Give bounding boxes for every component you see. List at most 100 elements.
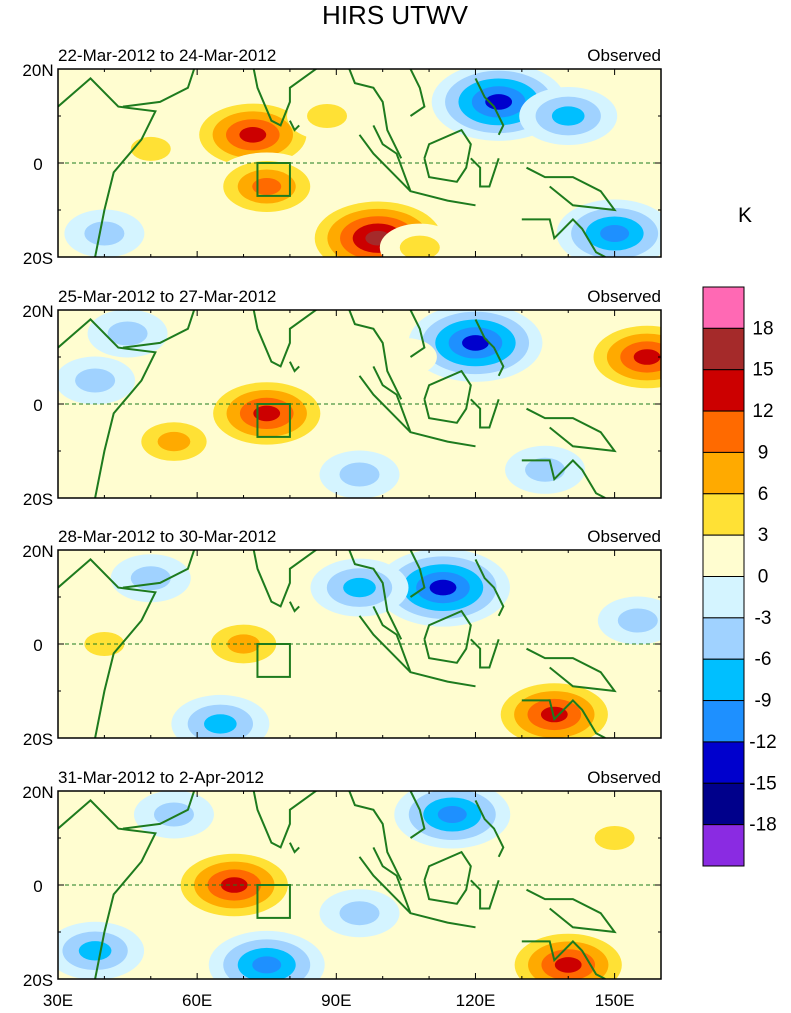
anomaly-center	[58, 921, 145, 979]
panel-date-range: 31-Mar-2012 to 2-Apr-2012	[58, 768, 264, 787]
anomaly-center	[110, 554, 191, 603]
contour-band	[437, 806, 467, 823]
anomaly-center	[208, 930, 325, 979]
anomaly-center	[287, 92, 368, 140]
colorbar-bin	[702, 700, 745, 743]
colorbar: 18 15 12 9 6 3 0 -3 -6 -9 -12 -15 -18	[702, 286, 777, 867]
anomaly-center	[64, 209, 145, 257]
contour-band	[252, 178, 282, 195]
anomaly-center	[310, 558, 409, 617]
anomaly-center	[379, 223, 460, 257]
coastline	[423, 609, 472, 664]
contour-band	[551, 106, 585, 126]
colorbar-bin	[702, 369, 745, 412]
coastline	[409, 310, 426, 358]
coastline	[409, 69, 426, 117]
coastline	[372, 365, 476, 448]
coastline	[521, 217, 606, 257]
contour-band	[429, 579, 457, 596]
anomaly-center	[133, 791, 214, 839]
coastlines	[58, 69, 617, 257]
coastline	[122, 550, 196, 589]
chart-title: HIRS UTWV	[322, 0, 469, 30]
anomaly-center	[487, 675, 622, 738]
y-tick-label: 20S	[23, 971, 53, 990]
coastline	[58, 558, 157, 738]
anomaly-center	[597, 596, 661, 645]
contour-band	[339, 462, 380, 487]
colorbar-tick-label: -9	[755, 691, 772, 712]
contour-band	[339, 901, 380, 926]
coastlines	[58, 310, 617, 498]
coastline	[252, 791, 403, 881]
contour-band	[343, 577, 376, 598]
map-panel: 20N 0 20S 28-Mar-2012 to 30-Mar-2012 Observe…	[22, 527, 662, 749]
panel-date-range: 22-Mar-2012 to 24-Mar-2012	[58, 46, 276, 65]
contour-band	[374, 338, 437, 376]
anomaly-center	[64, 620, 145, 668]
colorbar-tick-label: 3	[758, 525, 769, 546]
coastline	[289, 601, 300, 613]
anomaly-center	[376, 550, 510, 627]
coastline	[289, 361, 300, 373]
anomaly-center	[110, 124, 191, 173]
anomaly-center	[319, 889, 400, 938]
contour-band	[78, 941, 112, 961]
anomaly-center	[574, 814, 655, 862]
x-tick-label: 90E	[321, 991, 351, 1010]
anomaly-center	[505, 445, 586, 494]
y-tick-label: 20N	[22, 61, 53, 80]
coastline	[521, 698, 606, 738]
panels-group: 20N 0 20S 22-Mar-2012 to 24-Mar-2012 Observe…	[22, 46, 662, 990]
coastline	[252, 310, 403, 400]
colorbar-tick-label: 9	[758, 442, 769, 463]
coastline	[58, 318, 157, 498]
panel-date-range: 25-Mar-2012 to 27-Mar-2012	[58, 287, 276, 306]
contour-band	[617, 608, 658, 633]
y-tick-label: 20S	[23, 490, 53, 509]
coastlines	[58, 550, 617, 738]
colorbar-tick-label: 15	[752, 360, 773, 381]
y-tick-label: 20S	[23, 249, 53, 268]
coastline	[526, 888, 617, 934]
contour-band	[157, 431, 191, 452]
colorbar-bin	[702, 658, 745, 702]
colorbar-bin	[702, 286, 745, 329]
coastline	[372, 846, 476, 929]
panel-label: Observed	[587, 287, 661, 306]
anomaly-field	[58, 310, 661, 498]
x-tick-label: 60E	[182, 991, 212, 1010]
map-panel: 20N 0 20S 25-Mar-2012 to 27-Mar-2012 Observe…	[22, 287, 662, 509]
coastline	[470, 638, 500, 669]
y-tick-label: 0	[33, 396, 42, 415]
colorbar-bin	[702, 451, 745, 495]
coastline	[521, 458, 606, 498]
coastline	[526, 166, 617, 212]
coastline	[521, 939, 606, 979]
contour-band	[130, 566, 171, 591]
coastlines	[58, 791, 617, 979]
contour-band	[84, 632, 125, 656]
coastline	[423, 850, 472, 905]
coastline	[58, 799, 157, 979]
panel-date-range: 28-Mar-2012 to 30-Mar-2012	[58, 527, 276, 546]
contour-band	[252, 956, 282, 974]
coastline	[122, 69, 196, 108]
colorbar-tick-label: -12	[749, 732, 776, 753]
contour-band	[633, 349, 661, 365]
anomaly-center	[580, 318, 661, 396]
coastline	[423, 369, 472, 424]
contour-band	[462, 335, 489, 351]
anomaly-field	[64, 69, 661, 257]
colorbar-bin	[702, 327, 745, 371]
panel-label: Observed	[587, 768, 661, 787]
contour-band	[204, 714, 237, 734]
coastline	[289, 120, 300, 132]
x-tick-label: 120E	[456, 991, 496, 1010]
contour-band	[107, 321, 148, 346]
anomaly-center	[394, 791, 511, 849]
coastline	[372, 124, 476, 207]
panel-label: Observed	[587, 527, 661, 546]
y-tick-label: 20N	[22, 783, 53, 802]
